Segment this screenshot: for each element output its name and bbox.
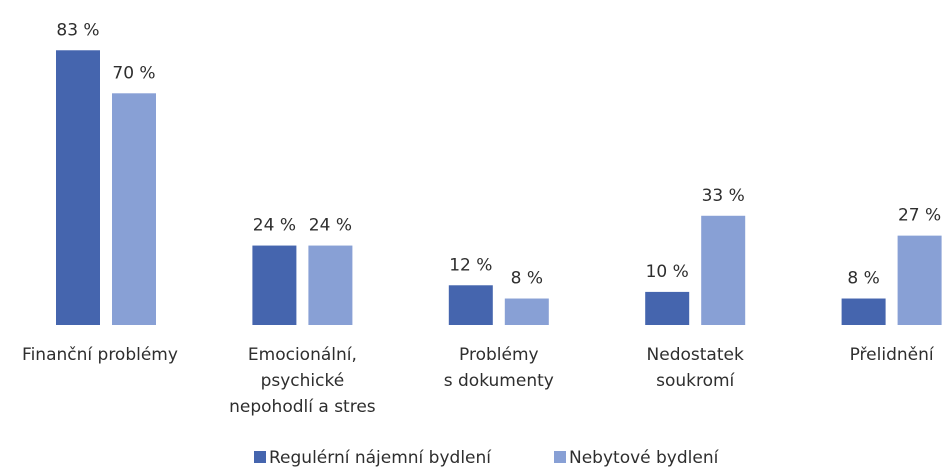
bar <box>448 285 493 325</box>
category-label: soukromí <box>656 371 735 391</box>
category-label: Problémy <box>459 345 539 365</box>
bar <box>701 215 746 325</box>
legend-label: Nebytové bydlení <box>569 448 720 468</box>
value-label: 8 % <box>847 269 879 289</box>
bar <box>308 245 353 325</box>
value-label: 24 % <box>253 216 296 236</box>
category-label: Nedostatek <box>647 345 744 365</box>
value-label: 10 % <box>646 262 689 282</box>
category-label: Finanční problémy <box>22 345 178 365</box>
value-label: 70 % <box>112 63 155 83</box>
category-label: psychické <box>261 371 345 391</box>
value-label: 24 % <box>309 216 352 236</box>
category-label: s dokumenty <box>444 371 554 391</box>
category-label: Emocionální, <box>248 345 357 365</box>
value-label: 12 % <box>449 255 492 275</box>
legend-swatch <box>554 451 566 463</box>
bar <box>56 50 100 326</box>
bar <box>645 291 690 325</box>
bar <box>897 235 942 325</box>
value-label: 8 % <box>511 269 543 289</box>
value-label: 33 % <box>702 186 745 206</box>
legend-label: Regulérní nájemní bydlení <box>269 448 492 468</box>
category-label: Přelidnění <box>850 345 935 365</box>
value-label: 83 % <box>56 20 99 40</box>
category-label: nepohodlí a stres <box>229 397 376 417</box>
bar <box>504 298 549 325</box>
bar <box>252 245 297 325</box>
bar <box>841 298 886 325</box>
value-label: 27 % <box>898 206 941 226</box>
bar <box>112 93 156 325</box>
legend-swatch <box>254 451 266 463</box>
